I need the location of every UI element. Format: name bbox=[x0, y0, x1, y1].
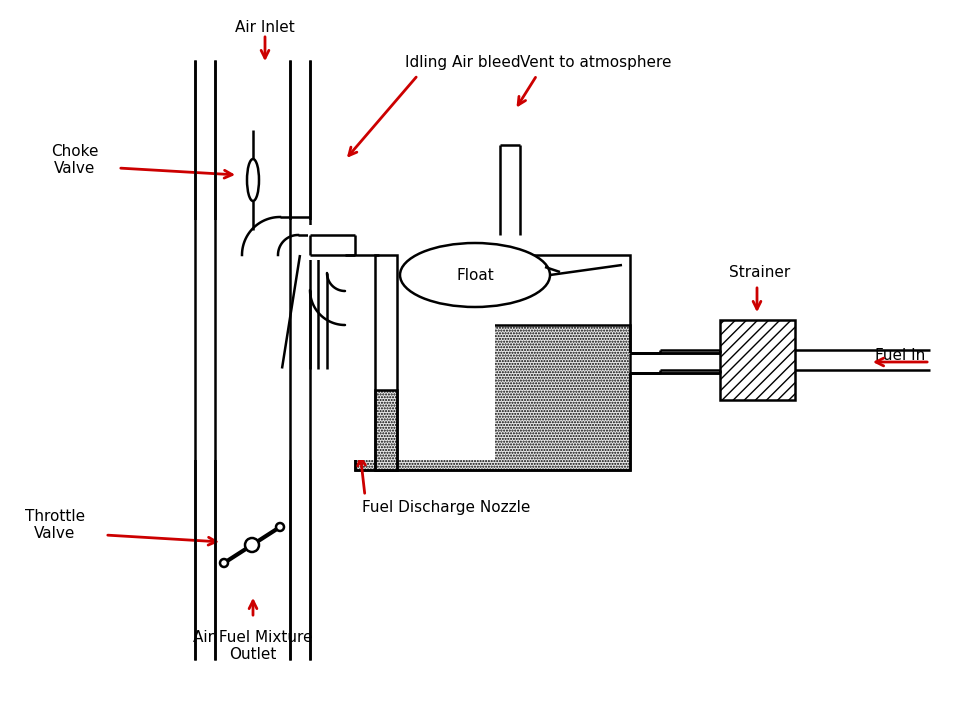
Ellipse shape bbox=[247, 159, 259, 201]
Text: Throttle
Valve: Throttle Valve bbox=[25, 509, 85, 541]
Bar bbox=[375, 255, 397, 470]
Text: Venturi: Venturi bbox=[30, 328, 84, 343]
Text: Choke
Valve: Choke Valve bbox=[51, 144, 99, 176]
Text: Strainer: Strainer bbox=[730, 265, 791, 280]
Bar bbox=[355, 325, 630, 470]
Text: Air Inlet: Air Inlet bbox=[235, 20, 295, 35]
Bar bbox=[309, 230, 337, 260]
Ellipse shape bbox=[90, 225, 220, 455]
Bar bbox=[720, 320, 795, 400]
Circle shape bbox=[220, 559, 228, 567]
Text: Air Fuel Mixture
Outlet: Air Fuel Mixture Outlet bbox=[193, 630, 313, 662]
Ellipse shape bbox=[400, 243, 550, 307]
Bar bbox=[0, 220, 290, 460]
Circle shape bbox=[245, 538, 259, 552]
Text: Fuel In: Fuel In bbox=[875, 348, 925, 362]
Text: Fuel Discharge Nozzle: Fuel Discharge Nozzle bbox=[362, 500, 530, 515]
Circle shape bbox=[276, 523, 284, 531]
Text: Float: Float bbox=[456, 268, 493, 282]
Bar bbox=[355, 255, 630, 470]
Bar bbox=[375, 390, 397, 470]
Bar bbox=[308, 225, 358, 260]
Text: Vent to atmosphere: Vent to atmosphere bbox=[520, 55, 671, 70]
Text: Idling Air bleed: Idling Air bleed bbox=[405, 55, 520, 70]
Bar bbox=[195, 220, 495, 460]
Ellipse shape bbox=[200, 225, 330, 455]
Bar bbox=[629, 353, 720, 373]
